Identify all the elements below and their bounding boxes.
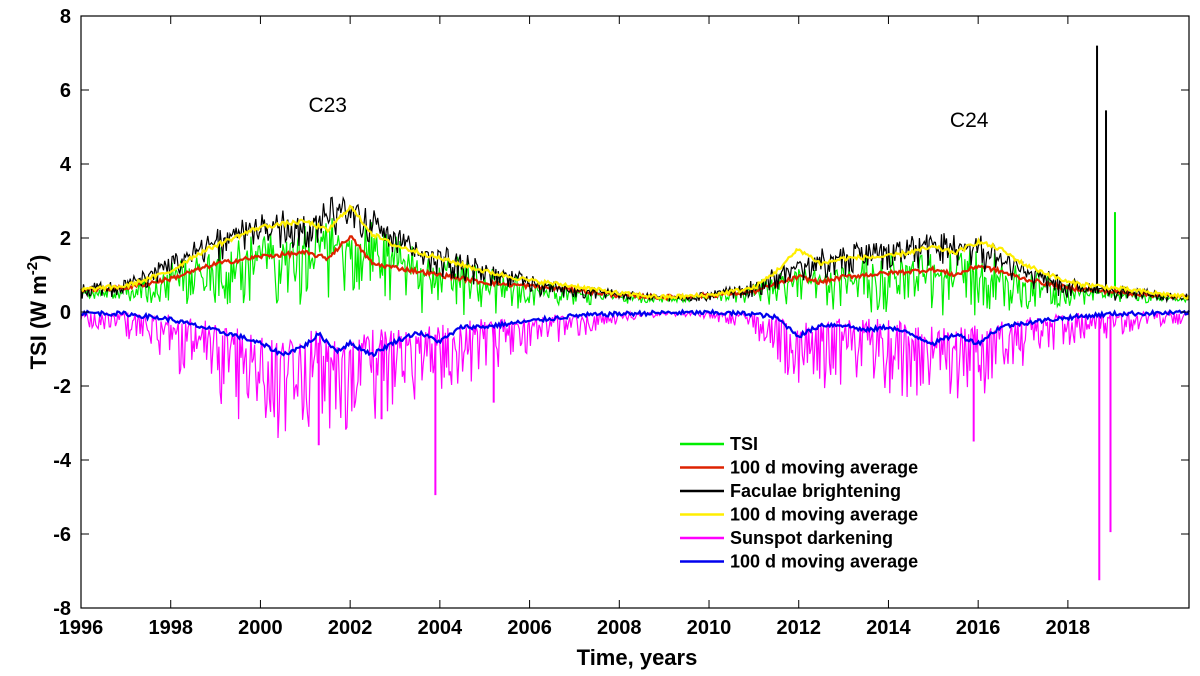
x-tick-label: 2018 [1046, 617, 1091, 639]
series-4-line [80, 204, 1190, 301]
x-axis-title: Time, years [577, 645, 698, 670]
series-2 [80, 235, 1190, 302]
y-tick-label: 4 [60, 154, 72, 176]
y-axis: -8 -6 -4 -2 0 2 4 6 8 [53, 6, 1189, 620]
x-axis: 1996 1998 2000 2002 2004 2006 2008 2010 2012 2014… [59, 16, 1090, 639]
legend: TSI 100 d moving average Faculae brighteni… [680, 434, 918, 572]
y-tick-label: 6 [60, 80, 71, 102]
y-tick-label: 0 [60, 302, 71, 324]
y-tick-label: 8 [60, 6, 71, 28]
legend-label-5: Sunspot darkening [730, 528, 893, 548]
x-tick-label: 2000 [238, 617, 283, 639]
series-4 [80, 204, 1190, 301]
series-layer [80, 45, 1190, 581]
cycle-annotations: C23 C24 [308, 94, 988, 132]
legend-label-6: 100 d moving average [730, 552, 918, 572]
y-tick-label: 2 [60, 228, 71, 250]
legend-label-4: 100 d moving average [730, 505, 918, 525]
x-tick-label: 2006 [507, 617, 552, 639]
legend-label-3: Faculae brightening [730, 481, 901, 501]
series-6 [80, 308, 1190, 358]
x-tick-label: 1996 [59, 617, 104, 639]
x-tick-label: 2010 [687, 617, 732, 639]
y-tick-label: -6 [53, 524, 71, 546]
y-axis-title-superscript: -2 [24, 262, 41, 275]
cycle-label: C24 [950, 109, 989, 132]
legend-label-2: 100 d moving average [730, 458, 918, 478]
y-axis-title-close: ) [26, 255, 51, 262]
y-tick-label: -8 [53, 598, 71, 620]
legend-label-1: TSI [730, 434, 758, 454]
y-axis-title-main: TSI (W m [26, 275, 51, 369]
series-5-line [80, 310, 1190, 439]
y-tick-label: -2 [53, 376, 71, 398]
cycle-label: C23 [308, 94, 347, 117]
x-tick-label: 2014 [866, 617, 911, 639]
x-tick-label: 2004 [418, 617, 463, 639]
series-2-line [80, 235, 1190, 302]
x-tick-label: 2002 [328, 617, 373, 639]
x-tick-label: 2016 [956, 617, 1001, 639]
x-tick-label: 2008 [597, 617, 642, 639]
x-tick-label: 2012 [776, 617, 821, 639]
x-tick-label: 1998 [148, 617, 193, 639]
series-6-line [80, 308, 1190, 358]
y-axis-title: TSI (W m-2) [24, 255, 51, 370]
y-tick-label: -4 [53, 450, 72, 472]
series-5 [80, 310, 1190, 581]
